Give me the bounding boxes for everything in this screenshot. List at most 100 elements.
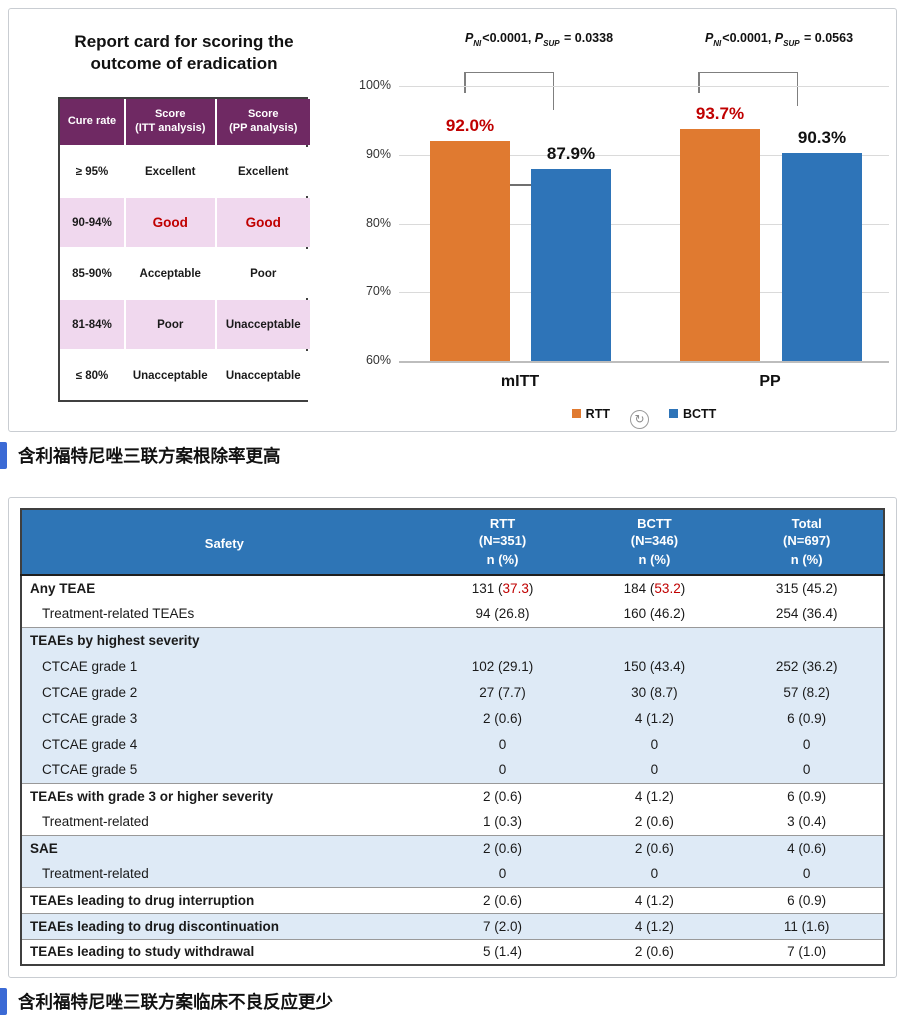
score-cell: Good bbox=[125, 198, 215, 247]
x-category-mitt: mITT bbox=[500, 373, 540, 390]
safety-cell: 2 (0.6) bbox=[578, 809, 731, 835]
cure-rate-cell: ≤ 80% bbox=[60, 351, 124, 400]
refresh-icon[interactable]: ↻ bbox=[629, 410, 649, 429]
bracket-leg bbox=[796, 73, 798, 106]
cell-highlight-value: 53.2 bbox=[654, 581, 681, 596]
safety-cell: 0 bbox=[730, 757, 884, 783]
header-group-n: (N=346) bbox=[630, 532, 679, 548]
legend-swatch-bctt bbox=[668, 409, 678, 418]
comparison-bracket-mitt bbox=[464, 72, 554, 110]
y-tick-label-60: 60% bbox=[365, 353, 391, 367]
score-cell: Unacceptable bbox=[216, 351, 310, 400]
header-group-name: BCTT bbox=[637, 515, 672, 531]
score-cell: Acceptable bbox=[125, 249, 215, 298]
p-symbol: P bbox=[464, 31, 474, 45]
safety-cell: 0 bbox=[426, 861, 579, 887]
header-npct: n (%) bbox=[426, 551, 579, 575]
safety-table-header: Safety RTT (N=351) BCTT (N=346) Total (N… bbox=[21, 509, 884, 575]
bar-bctt-pp bbox=[782, 152, 862, 361]
eradication-bar-chart: PNI<0.0001, PSUP = 0.0338 PNI<0.0001, PS… bbox=[349, 9, 898, 433]
safety-row: Treatment-related 0 0 0 bbox=[21, 861, 884, 887]
p-sup-value: = 0.0338 bbox=[560, 31, 614, 45]
report-card-header-cell: Score (PP analysis) bbox=[216, 99, 310, 145]
p-symbol: P bbox=[704, 31, 714, 45]
safety-cell: 11 (1.6) bbox=[730, 912, 884, 939]
y-tick-label-90: 90% bbox=[365, 146, 391, 161]
header-line2: (PP analysis) bbox=[229, 122, 298, 134]
legend-item-bctt: BCTT bbox=[668, 407, 716, 421]
gridline-100 bbox=[399, 86, 889, 87]
safety-cell: 2 (0.6) bbox=[426, 705, 579, 731]
legend-item-rtt: RTT bbox=[571, 406, 610, 421]
score-cell: Unacceptable bbox=[125, 351, 215, 400]
safety-cell: 0 bbox=[578, 757, 731, 783]
safety-cell: 0 bbox=[426, 757, 579, 783]
safety-cell: 7 (2.0) bbox=[426, 912, 579, 939]
bar-value-label-rtt-pp: 93.7% bbox=[695, 104, 745, 124]
plot-area: PNI<0.0001, PSUP = 0.0338 PNI<0.0001, PS… bbox=[359, 31, 889, 390]
bar-value-label-rtt-mitt: 92.0% bbox=[445, 116, 495, 135]
report-card-title: Report card for scoring the outcome of e… bbox=[39, 31, 329, 75]
chart-legend: RTT ↻ BCTT bbox=[399, 404, 889, 429]
header-safety: Safety bbox=[21, 509, 427, 575]
p-ni-value: <0.0001, bbox=[722, 31, 775, 45]
safety-row-label: Treatment-related bbox=[21, 809, 427, 835]
header-npct: n (%) bbox=[578, 551, 731, 575]
safety-row: TEAEs by highest severity bbox=[21, 626, 884, 653]
header-bctt: BCTT (N=346) bbox=[578, 509, 731, 551]
safety-cell: 2 (0.6) bbox=[426, 834, 579, 861]
safety-row-label: CTCAE grade 1 bbox=[21, 653, 427, 679]
safety-row: CTCAE grade 2 27 (7.7) 30 (8.7) 57 (8.2) bbox=[21, 679, 884, 705]
safety-cell: 315 (45.2) bbox=[730, 574, 884, 601]
safety-row-label: Any TEAE bbox=[21, 574, 427, 601]
safety-cell: 252 (36.2) bbox=[730, 653, 884, 679]
safety-cell: 94 (26.8) bbox=[426, 601, 579, 627]
safety-row-label: CTCAE grade 5 bbox=[21, 757, 427, 783]
safety-row: TEAEs leading to drug discontinuation 7 (… bbox=[21, 912, 884, 939]
safety-cell: 30 (8.7) bbox=[578, 679, 731, 705]
pvalue-annotation-mitt: PNI<0.0001, PSUP = 0.0338 bbox=[399, 31, 679, 48]
cure-rate-cell: ≥ 95% bbox=[60, 147, 124, 196]
cure-rate-cell: 90-94% bbox=[60, 198, 124, 247]
header-line1: Score bbox=[154, 108, 186, 121]
header-line1: Score bbox=[247, 108, 279, 121]
report-card-title-line2: outcome of eradication bbox=[90, 54, 278, 74]
bracket-leg bbox=[552, 73, 554, 110]
legend-label: RTT bbox=[585, 406, 610, 421]
p-subscript-ni: NI bbox=[473, 38, 482, 48]
safety-cell bbox=[426, 626, 579, 653]
report-card-title-line1: Report card for scoring the bbox=[74, 32, 294, 51]
pvalue-annotation-pp: PNI<0.0001, PSUP = 0.0563 bbox=[639, 31, 907, 48]
efficacy-figure-panel: Report card for scoring the outcome of e… bbox=[8, 8, 897, 432]
bar-value-label-bctt-mitt: 87.9% bbox=[546, 144, 596, 164]
safety-cell: 4 (1.2) bbox=[578, 782, 731, 809]
safety-cell: 254 (36.4) bbox=[730, 601, 884, 627]
safety-table-panel: Safety RTT (N=351) BCTT (N=346) Total (N… bbox=[8, 497, 897, 978]
safety-row-label: Treatment-related TEAEs bbox=[21, 601, 427, 627]
header-line2: (ITT analysis) bbox=[135, 122, 206, 134]
safety-row: Treatment-related TEAEs 94 (26.8) 160 (46.… bbox=[21, 601, 884, 627]
cure-rate-cell: 85-90% bbox=[60, 249, 124, 298]
safety-cell: 3 (0.4) bbox=[730, 809, 884, 835]
header-group-name: RTT bbox=[489, 515, 516, 531]
gridline-60 bbox=[399, 361, 889, 363]
score-cell: Poor bbox=[125, 300, 215, 349]
safety-cell: 150 (43.4) bbox=[578, 653, 731, 679]
header-line1: Cure rate bbox=[67, 115, 117, 128]
safety-cell: 4 (1.2) bbox=[578, 886, 731, 913]
safety-row-label: TEAEs leading to drug interruption bbox=[21, 886, 427, 913]
report-card-table: Cure rate Score (ITT analysis) Score (PP ana… bbox=[58, 97, 310, 402]
score-cell: Excellent bbox=[216, 147, 310, 196]
score-cell: Excellent bbox=[125, 147, 215, 196]
safety-cell: 184 (53.2) bbox=[578, 574, 731, 601]
safety-cell: 4 (0.6) bbox=[730, 834, 884, 861]
y-tick-label-80: 80% bbox=[365, 215, 391, 230]
safety-cell: 1 (0.3) bbox=[426, 809, 579, 835]
safety-cell: 27 (7.7) bbox=[426, 679, 579, 705]
safety-table: Safety RTT (N=351) BCTT (N=346) Total (N… bbox=[20, 508, 885, 966]
safety-cell: 6 (0.9) bbox=[730, 705, 884, 731]
cell-highlight-value: 37.3 bbox=[502, 581, 529, 596]
p-subscript-ni: NI bbox=[713, 38, 722, 48]
gridline-80 bbox=[399, 223, 889, 225]
